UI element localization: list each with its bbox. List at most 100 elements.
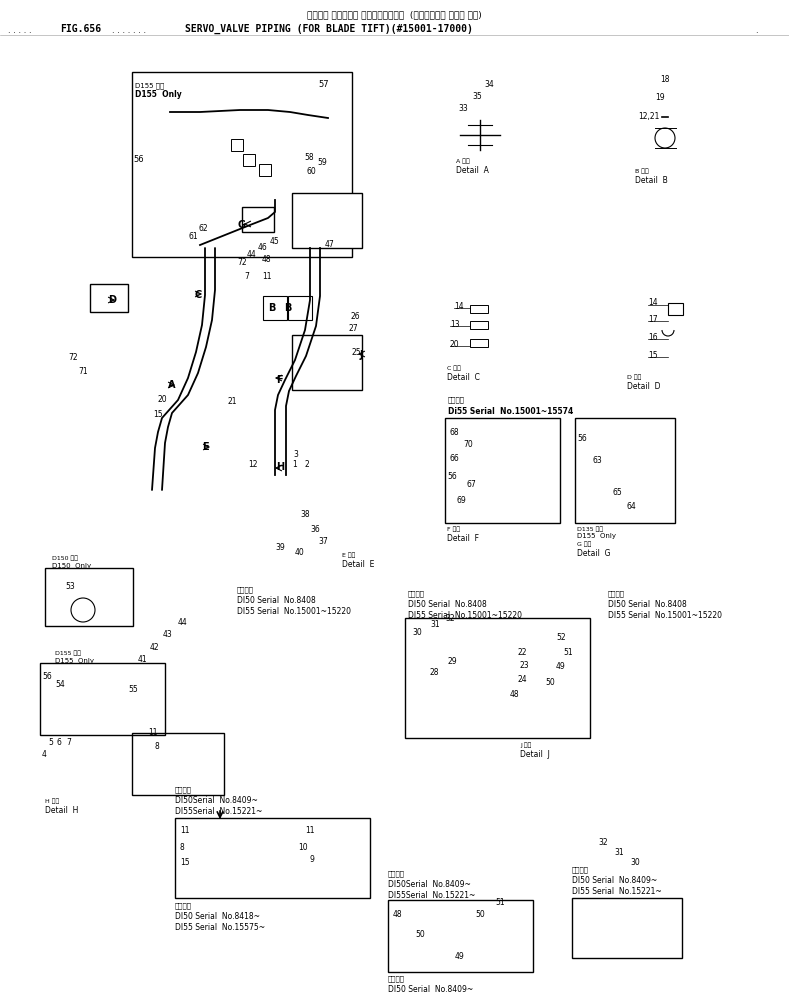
Text: 39: 39 xyxy=(275,543,285,552)
Text: 57: 57 xyxy=(318,80,329,89)
Text: 13: 13 xyxy=(450,320,460,329)
Text: Detail  H: Detail H xyxy=(45,806,78,815)
Text: 51: 51 xyxy=(563,648,573,657)
Text: . . . . . . .: . . . . . . . xyxy=(112,26,146,35)
Text: D 詳細: D 詳細 xyxy=(627,374,641,379)
Text: 47: 47 xyxy=(325,240,335,249)
Text: 適用号番: 適用号番 xyxy=(175,786,192,792)
Text: 44: 44 xyxy=(178,618,188,627)
Bar xyxy=(40,663,165,735)
Text: 51: 51 xyxy=(495,898,505,907)
Text: .: . xyxy=(755,26,757,35)
Text: 15: 15 xyxy=(153,410,163,419)
Text: 22: 22 xyxy=(518,648,528,657)
Text: 67: 67 xyxy=(467,480,477,489)
Text: 66: 66 xyxy=(450,454,460,463)
Text: G: G xyxy=(238,220,246,230)
Text: J: J xyxy=(360,350,364,360)
Text: 7: 7 xyxy=(244,272,249,281)
Bar xyxy=(445,418,560,523)
Text: 63: 63 xyxy=(593,456,603,465)
Text: 62: 62 xyxy=(199,224,208,233)
Text: 適用号番: 適用号番 xyxy=(175,902,192,909)
Text: SERVO_VALVE PIPING (FOR BLADE TIFT)(#15001-17000): SERVO_VALVE PIPING (FOR BLADE TIFT)(#150… xyxy=(185,24,473,34)
Text: 48: 48 xyxy=(510,690,520,699)
Text: Detail  F: Detail F xyxy=(447,534,479,543)
Bar xyxy=(572,898,682,958)
Text: Detail  J: Detail J xyxy=(520,750,550,759)
Text: 適用号番: 適用号番 xyxy=(448,396,465,402)
Text: 9: 9 xyxy=(310,855,315,864)
Text: Detail  D: Detail D xyxy=(627,382,660,391)
Text: 45: 45 xyxy=(270,237,280,246)
Text: DI55Serial  No.15221~: DI55Serial No.15221~ xyxy=(388,891,476,900)
Text: 43: 43 xyxy=(163,630,173,639)
Text: 2: 2 xyxy=(305,460,310,469)
Text: DI50 Serial  No.8408: DI50 Serial No.8408 xyxy=(408,600,487,609)
Text: 10: 10 xyxy=(298,843,308,852)
Text: . . . . .: . . . . . xyxy=(8,26,32,35)
Text: 49: 49 xyxy=(556,662,566,671)
Text: F: F xyxy=(276,375,282,385)
Bar xyxy=(288,296,312,320)
Text: 50: 50 xyxy=(415,930,424,939)
Text: 49: 49 xyxy=(455,952,465,961)
Text: DI55 Serial  No.15001~15220: DI55 Serial No.15001~15220 xyxy=(608,611,722,620)
Text: G 詳細: G 詳細 xyxy=(577,541,592,546)
Text: 72: 72 xyxy=(237,258,247,267)
Text: 64: 64 xyxy=(627,502,637,511)
Text: D150 専用: D150 専用 xyxy=(52,555,78,561)
Bar xyxy=(470,305,488,313)
Text: 56: 56 xyxy=(447,472,457,481)
Bar xyxy=(231,139,243,151)
Text: 26: 26 xyxy=(351,312,361,321)
Text: B: B xyxy=(284,303,291,313)
Text: 61: 61 xyxy=(189,232,199,241)
Text: DI55 Serial  No.15575~: DI55 Serial No.15575~ xyxy=(175,923,265,932)
Text: DI50Serial  No.8409~: DI50Serial No.8409~ xyxy=(175,796,258,805)
Text: 12: 12 xyxy=(248,460,257,469)
Bar xyxy=(132,733,224,795)
Text: 19: 19 xyxy=(655,93,664,102)
Text: 25: 25 xyxy=(352,348,361,357)
Text: H: H xyxy=(276,462,284,472)
Text: 42: 42 xyxy=(150,643,159,652)
Text: Di55 Serial  No.15001~15574: Di55 Serial No.15001~15574 xyxy=(448,407,574,416)
Text: Detail  E: Detail E xyxy=(342,560,374,569)
Text: 12,21: 12,21 xyxy=(638,112,660,121)
Text: 適用号番: 適用号番 xyxy=(608,590,625,597)
Text: Detail  G: Detail G xyxy=(577,549,611,558)
Text: J 詳細: J 詳細 xyxy=(520,742,531,748)
Text: 24: 24 xyxy=(518,675,528,684)
Text: DI50 Serial  No.8409~: DI50 Serial No.8409~ xyxy=(388,985,473,993)
Text: 35: 35 xyxy=(472,92,482,101)
Text: 30: 30 xyxy=(412,628,422,637)
Bar xyxy=(292,335,362,390)
Text: D155  Only: D155 Only xyxy=(577,533,616,539)
Text: Detail  A: Detail A xyxy=(456,166,489,175)
Text: サーボ゛ ハ゛ルフ゛ ハ゛イヒ゛ンケ゛  (フ゛レート゛ チルト ヨウ): サーボ゛ ハ゛ルフ゛ ハ゛イヒ゛ンケ゛ (フ゛レート゛ チルト ヨウ) xyxy=(307,10,482,19)
Text: D155 専用: D155 専用 xyxy=(55,650,81,655)
Text: 50: 50 xyxy=(545,678,555,687)
Text: 37: 37 xyxy=(318,537,327,546)
Text: 52: 52 xyxy=(556,633,566,642)
Text: 48: 48 xyxy=(393,910,402,919)
Text: DI50Serial  No.8409~: DI50Serial No.8409~ xyxy=(388,880,471,889)
Text: 3: 3 xyxy=(293,450,298,459)
Text: 5: 5 xyxy=(48,738,53,747)
Text: 16: 16 xyxy=(648,333,657,342)
Text: 8: 8 xyxy=(180,843,185,852)
Bar xyxy=(45,568,133,626)
Text: 1: 1 xyxy=(292,460,297,469)
Text: 72: 72 xyxy=(68,353,77,362)
Text: 適用号番: 適用号番 xyxy=(388,975,405,982)
Text: 7: 7 xyxy=(66,738,71,747)
Text: 23: 23 xyxy=(520,661,529,670)
Text: 18: 18 xyxy=(660,75,670,84)
Text: 50: 50 xyxy=(475,910,484,919)
Text: 適用号番: 適用号番 xyxy=(572,866,589,873)
Text: 20: 20 xyxy=(158,395,167,404)
Text: C: C xyxy=(195,290,202,300)
Text: 68: 68 xyxy=(450,428,460,437)
Text: 20: 20 xyxy=(450,340,460,349)
